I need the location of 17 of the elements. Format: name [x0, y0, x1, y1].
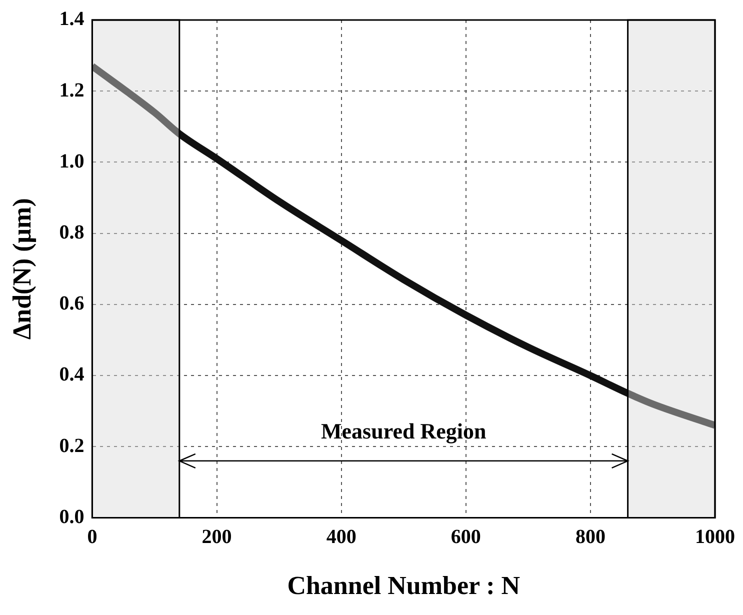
- y-tick-label: 0.2: [59, 434, 84, 457]
- x-tick-label: 0: [87, 526, 98, 548]
- x-axis-title: Channel Number : N: [287, 571, 520, 600]
- y-tick-label: 1.2: [59, 79, 84, 102]
- y-tick-label: 0.0: [59, 506, 84, 528]
- x-tick-label: 600: [450, 526, 481, 548]
- annotation: Measured Region: [321, 418, 486, 444]
- y-tick-label: 0.6: [59, 292, 84, 315]
- y-tick-label: 0.4: [59, 364, 84, 386]
- x-tick-label: 800: [575, 526, 606, 548]
- y-tick-label: 0.8: [59, 222, 84, 244]
- y-tick-label: 1.4: [59, 8, 84, 30]
- x-tick-label: 200: [202, 526, 232, 548]
- y-axis-title: Δnd(N) (μm): [7, 198, 36, 340]
- y-tick-label: 1.0: [59, 150, 84, 172]
- x-tick-label: 1000: [695, 526, 735, 548]
- x-tick-label: 400: [326, 526, 356, 548]
